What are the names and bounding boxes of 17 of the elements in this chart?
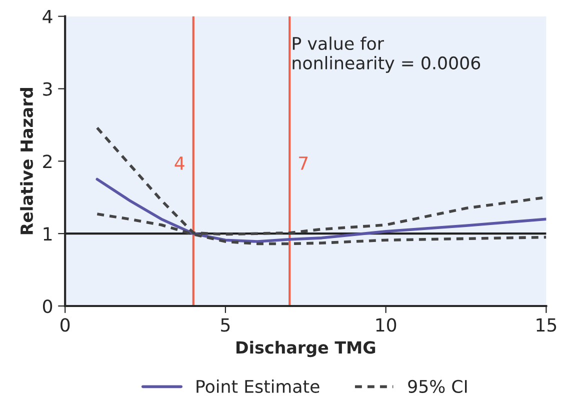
y-tick-label: 4 <box>42 10 52 24</box>
x-tick-label: 15 <box>536 318 556 332</box>
y-tick-label: 2 <box>43 154 52 168</box>
x-tick-label: 0 <box>60 318 70 332</box>
annotation: P value for nonlinearity = 0.0006 <box>292 36 480 73</box>
y-tick-label: 0 <box>42 299 52 314</box>
y-tick-label: 1 <box>44 227 52 240</box>
x-tick-label: 5 <box>221 318 230 332</box>
legend-label: Point Estimate <box>196 380 320 393</box>
line-series <box>96 178 546 243</box>
y-tick-label: 3 <box>43 82 52 96</box>
y-axis-title: Relative Hazard <box>20 88 34 234</box>
x-tick-label: 10 <box>376 318 396 332</box>
legend-label: 95% CI <box>408 380 467 393</box>
x-axis-title: Discharge TMG <box>236 340 376 358</box>
ref-line-label: 7 <box>299 156 308 170</box>
ref-line-label: 4 <box>174 156 184 170</box>
